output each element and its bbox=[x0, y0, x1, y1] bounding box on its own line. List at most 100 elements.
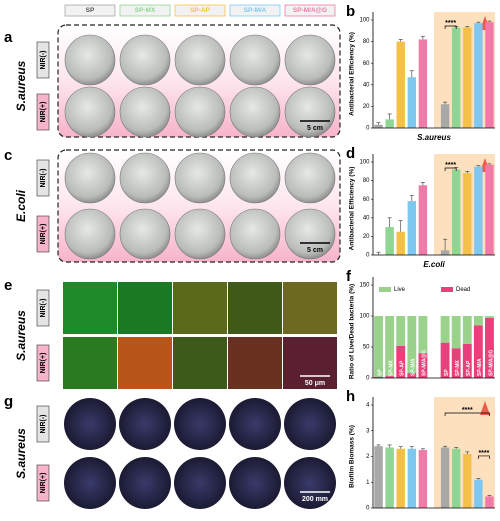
bar-segment bbox=[473, 325, 483, 378]
bar bbox=[463, 453, 472, 508]
group-label: SP-M/A@G bbox=[293, 7, 327, 14]
biofilm-dish bbox=[119, 398, 171, 450]
group-label: SP-MX bbox=[135, 7, 156, 14]
row-tab bbox=[36, 93, 50, 131]
fluorescence-image bbox=[118, 282, 172, 334]
biofilm-dish bbox=[174, 457, 226, 509]
petri-dish bbox=[284, 34, 336, 86]
axis-line bbox=[372, 277, 495, 379]
petri-dish bbox=[284, 152, 336, 204]
row-tab bbox=[36, 289, 50, 327]
biofilm-dish bbox=[284, 398, 336, 450]
bar bbox=[396, 41, 405, 128]
scale-bar-label: 50 μm bbox=[305, 380, 325, 387]
fluorescence-image bbox=[228, 282, 282, 334]
petri-dish bbox=[174, 152, 226, 204]
species-label: S.aureus bbox=[14, 310, 28, 361]
petri-dish bbox=[229, 86, 281, 138]
fluorescence-image bbox=[118, 337, 172, 389]
significance-label: **** bbox=[478, 450, 489, 457]
bar bbox=[407, 201, 417, 255]
significance-label: **** bbox=[445, 20, 456, 27]
petri-dish bbox=[174, 86, 226, 138]
biofilm-dish bbox=[229, 457, 281, 509]
biofilm-dish bbox=[284, 457, 336, 509]
panel-label: f bbox=[346, 268, 352, 285]
row-label: NIR(-) bbox=[40, 298, 47, 317]
fluorescence-image bbox=[173, 337, 227, 389]
y-tick-label: 3 bbox=[366, 428, 370, 434]
bar bbox=[418, 185, 428, 255]
bar bbox=[407, 448, 417, 508]
petri-dish bbox=[119, 86, 171, 138]
x-tick-label: SP-AP bbox=[466, 360, 472, 376]
petri-dish bbox=[229, 208, 281, 260]
y-tick-label: 100 bbox=[359, 18, 370, 24]
legend-label: Live bbox=[394, 287, 406, 293]
bar-segment bbox=[385, 376, 395, 378]
y-tick-label: 2 bbox=[366, 454, 370, 460]
petri-dish bbox=[119, 208, 171, 260]
bar-segment bbox=[385, 316, 395, 377]
row-tab bbox=[36, 159, 50, 197]
axis-line bbox=[372, 12, 495, 129]
significance-bracket bbox=[444, 25, 457, 29]
bar-segment bbox=[396, 345, 406, 378]
bar-segment bbox=[440, 316, 450, 343]
y-tick-label: 4 bbox=[366, 403, 370, 409]
bar bbox=[440, 104, 450, 128]
axis-line bbox=[372, 397, 495, 509]
biofilm-dish bbox=[64, 398, 116, 450]
biofilm-dish bbox=[119, 457, 171, 509]
row-label: NIR(+) bbox=[40, 224, 47, 245]
bar bbox=[451, 169, 461, 255]
bar-segment bbox=[462, 316, 472, 344]
bar bbox=[485, 496, 494, 508]
petri-dish bbox=[229, 34, 281, 86]
significance-bracket bbox=[444, 412, 490, 416]
bar-segment bbox=[485, 317, 494, 378]
petri-dish bbox=[174, 208, 226, 260]
x-axis-label: E.coli bbox=[423, 260, 445, 269]
petri-dish bbox=[174, 34, 226, 86]
y-tick-label: 80 bbox=[363, 178, 370, 184]
x-tick-label: SP-M/A@G bbox=[488, 350, 494, 376]
row-tab bbox=[36, 344, 50, 382]
petri-dish bbox=[229, 152, 281, 204]
bar-segment bbox=[374, 376, 383, 378]
biofilm-dish bbox=[229, 398, 281, 450]
x-tick-label: SP bbox=[377, 369, 383, 376]
bar-segment bbox=[462, 343, 472, 378]
petri-dish bbox=[64, 208, 116, 260]
bar bbox=[396, 448, 405, 508]
row-label: NIR(+) bbox=[40, 473, 47, 494]
scale-bar-label: 200 mm bbox=[302, 496, 328, 503]
bar bbox=[474, 166, 483, 255]
bar-segment bbox=[407, 316, 417, 374]
petri-dish bbox=[284, 208, 336, 260]
y-tick-label: 60 bbox=[363, 61, 370, 67]
bar bbox=[374, 124, 383, 128]
bar-segment bbox=[451, 348, 461, 378]
y-tick-label: 0 bbox=[366, 506, 370, 512]
y-tick-label: 1 bbox=[366, 480, 370, 486]
group-tab bbox=[174, 4, 226, 17]
bar bbox=[440, 447, 450, 508]
bar-segment bbox=[485, 316, 494, 318]
petri-dish bbox=[119, 152, 171, 204]
legend-swatch bbox=[379, 287, 391, 292]
y-tick-label: 80 bbox=[363, 39, 370, 45]
x-tick-label: SP-M/A bbox=[411, 358, 417, 376]
y-tick-label: 60 bbox=[363, 197, 370, 203]
bar bbox=[374, 446, 383, 508]
y-tick-label: 0 bbox=[366, 376, 370, 382]
y-tick-label: 100 bbox=[359, 314, 370, 320]
scale-bar-label: 5 cm bbox=[307, 247, 323, 254]
panel-label: a bbox=[4, 29, 13, 46]
bar bbox=[451, 448, 461, 508]
x-tick-label: SP-MX bbox=[388, 360, 394, 377]
x-tick-label: SP bbox=[444, 369, 450, 376]
row-tab bbox=[36, 464, 50, 502]
y-tick-label: 0 bbox=[366, 126, 370, 132]
